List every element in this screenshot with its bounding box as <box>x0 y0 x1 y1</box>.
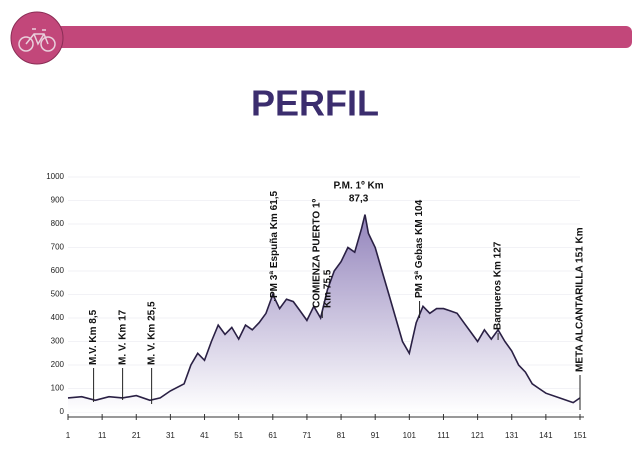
annotation: Barqueros Km 127 <box>493 241 504 330</box>
x-tick-label: 81 <box>337 431 346 440</box>
x-tick-label: 1 <box>66 431 71 440</box>
y-tick-label: 600 <box>51 266 65 275</box>
x-tick-label: 41 <box>200 431 209 440</box>
x-tick-label: 141 <box>539 431 553 440</box>
y-tick-label: 700 <box>51 243 65 252</box>
x-tick-label: 51 <box>234 431 243 440</box>
y-tick-label: 500 <box>51 290 65 299</box>
chart-title: PERFIL <box>251 83 379 124</box>
area-fill <box>68 214 580 412</box>
x-tick-label: 151 <box>573 431 587 440</box>
x-tick-label: 121 <box>471 431 485 440</box>
y-tick-label: 200 <box>51 360 65 369</box>
annotation: META ALCANTARILLA 151 Km <box>575 227 586 372</box>
annotation: M.V. Km 8,5 <box>88 309 99 365</box>
x-tick-label: 131 <box>505 431 519 440</box>
annotation: 87,3 <box>349 194 369 205</box>
bike-icon <box>18 28 56 52</box>
x-tick-label: 71 <box>302 431 311 440</box>
x-tick-label: 61 <box>268 431 277 440</box>
y-tick-label: 1000 <box>46 172 64 181</box>
y-tick-label: 800 <box>51 219 65 228</box>
annotation: P.M. 1º Km <box>333 181 383 192</box>
elevation-line <box>67 214 581 404</box>
x-tick-label: 31 <box>166 431 175 440</box>
x-tick-label: 111 <box>437 431 450 440</box>
y-tick-label: 900 <box>51 196 65 205</box>
annotation: M. V. Km 25,5 <box>146 301 157 365</box>
y-tick-label: 300 <box>51 337 65 346</box>
y-tick-label: 100 <box>51 384 65 393</box>
annotation: Km 75,5 <box>322 269 333 308</box>
annotation: M. V. Km 17 <box>117 309 128 365</box>
annotation: PM 3ª Espuña Km 61,5 <box>269 190 280 298</box>
x-tick-label: 21 <box>132 431 141 440</box>
x-tick-label: 11 <box>98 431 107 440</box>
annotation: COMIENZA PUERTO 1º <box>311 198 322 308</box>
x-tick-label: 101 <box>403 431 417 440</box>
y-tick-label: 0 <box>60 407 65 416</box>
x-tick-label: 91 <box>371 431 380 440</box>
annotation: PM 3ª Gebas KM 104 <box>414 199 425 298</box>
y-tick-label: 400 <box>51 313 65 322</box>
logo-circle <box>10 11 64 65</box>
banner <box>20 26 632 48</box>
